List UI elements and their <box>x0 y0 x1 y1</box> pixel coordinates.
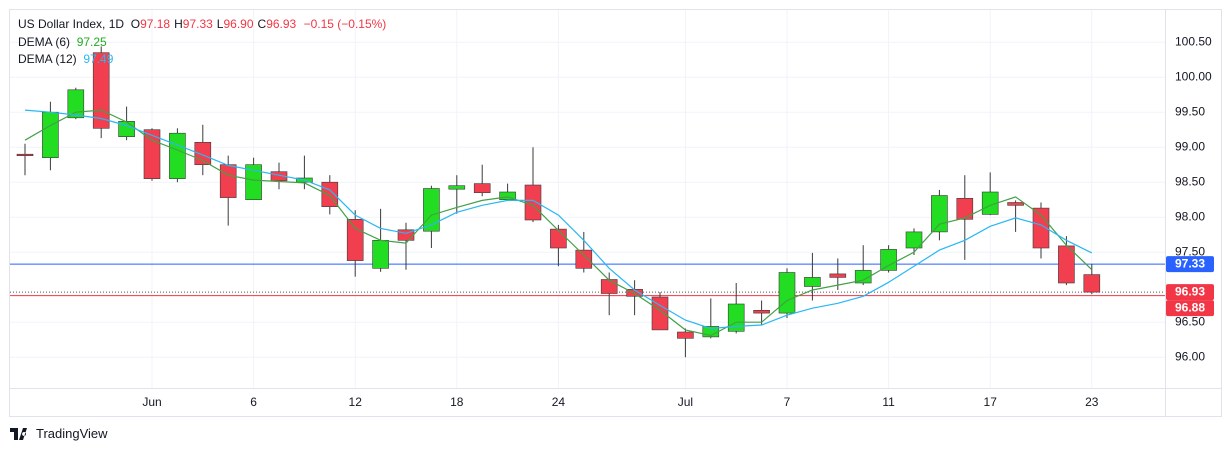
candle-body <box>829 273 847 278</box>
candle-body <box>677 331 694 339</box>
candle-body <box>1032 207 1050 249</box>
candle-body <box>169 132 186 179</box>
price-label-box <box>1166 300 1214 317</box>
brand-name: TradingView <box>36 426 108 441</box>
price-label: 96.93 <box>1175 284 1205 298</box>
y-tick-label: 96.50 <box>1175 314 1205 328</box>
symbol: US Dollar Index, 1D <box>18 17 125 31</box>
candle-body <box>346 219 364 261</box>
y-tick-label: 99.50 <box>1175 104 1205 118</box>
y-tick-label: 100.00 <box>1175 69 1212 83</box>
x-tick-label: 18 <box>450 395 464 409</box>
candle-body <box>600 279 618 294</box>
price-label-box <box>1166 256 1214 273</box>
candle-body <box>524 184 542 221</box>
candle-body <box>1007 202 1024 206</box>
header-line: US Dollar Index, 1D O97.18 H97.33 L96.90 C9… <box>18 17 386 31</box>
legend-name: DEMA (6) <box>18 35 71 49</box>
axis: 96.00 96.50 97.50 98.00 98.50 99.00 99.50 100.0… <box>142 34 1214 409</box>
x-tick-label: 11 <box>882 395 895 409</box>
candle-body <box>753 309 770 314</box>
candle-body <box>651 296 669 331</box>
ohlc: O97.18 H97.33 L96.90 C96.93 <box>131 17 301 31</box>
candle-body <box>931 195 948 233</box>
y-tick-label: 96.00 <box>1175 349 1205 363</box>
ohlc-key: C <box>257 17 267 31</box>
legend-value: 97.49 <box>83 52 114 66</box>
y-tick-label: 97.50 <box>1175 244 1205 258</box>
candle-body <box>905 231 923 249</box>
y-tick-label: 99.00 <box>1175 139 1205 153</box>
change: −0.15 (−0.15%) <box>303 17 387 31</box>
brand[interactable]: TradingView <box>10 426 108 441</box>
plot <box>16 46 1101 358</box>
candle-body <box>1058 245 1075 284</box>
candle-body <box>92 52 110 129</box>
candle-body <box>854 270 872 284</box>
x-tick-label: 23 <box>1085 395 1099 409</box>
frame <box>9 9 1222 417</box>
legend-name: DEMA (12) <box>18 52 77 66</box>
y-tick-label: 100.50 <box>1175 34 1212 48</box>
x-tick-label: Jul <box>678 395 693 409</box>
candle-body <box>372 240 389 269</box>
x-tick-label: Jun <box>142 395 161 409</box>
legend-dema12: DEMA (12) 97.49 <box>18 52 113 66</box>
candle-body <box>423 188 440 232</box>
x-tick-label: 12 <box>349 395 363 409</box>
candle-body <box>194 142 212 166</box>
ohlc-key: H <box>174 17 183 31</box>
price-label: 96.88 <box>1175 300 1205 314</box>
legend-value: 97.25 <box>76 35 107 49</box>
brand-logo <box>10 427 27 440</box>
candle-body <box>550 228 567 249</box>
x-tick-label: 7 <box>784 395 791 409</box>
x-tick-label: 17 <box>984 395 998 409</box>
price-label-box <box>1166 284 1214 301</box>
x-tick-label: 6 <box>250 395 257 409</box>
candle-body <box>956 198 974 220</box>
x-tick-label: 24 <box>552 395 566 409</box>
ohlc-key: O <box>130 17 141 31</box>
dema-line <box>24 109 1093 337</box>
candle-body <box>245 164 262 200</box>
ohlc-value: 97.18 <box>140 17 171 31</box>
ohlc-key: L <box>216 17 224 31</box>
candle-body <box>16 153 34 156</box>
candle-body <box>42 111 59 158</box>
price-label: 97.33 <box>1175 256 1205 270</box>
ohlc-value: 96.93 <box>266 17 297 31</box>
ohlc-value: 96.90 <box>223 17 254 31</box>
candle-body <box>575 249 593 269</box>
candle-body <box>804 277 821 287</box>
ohlc-value: 97.33 <box>182 17 213 31</box>
legend-dema6: DEMA (6) 97.25 <box>18 35 107 49</box>
y-tick-label: 98.50 <box>1175 174 1205 188</box>
candle-body <box>499 191 516 200</box>
candle-body <box>448 185 466 190</box>
candle-body <box>778 272 796 314</box>
y-tick-label: 98.00 <box>1175 209 1205 223</box>
candle-body <box>473 183 491 194</box>
dema-line <box>24 109 1093 330</box>
candle-body <box>219 164 237 198</box>
candle-body <box>880 249 897 271</box>
candle-body <box>1083 274 1101 293</box>
candle-body <box>67 89 85 119</box>
